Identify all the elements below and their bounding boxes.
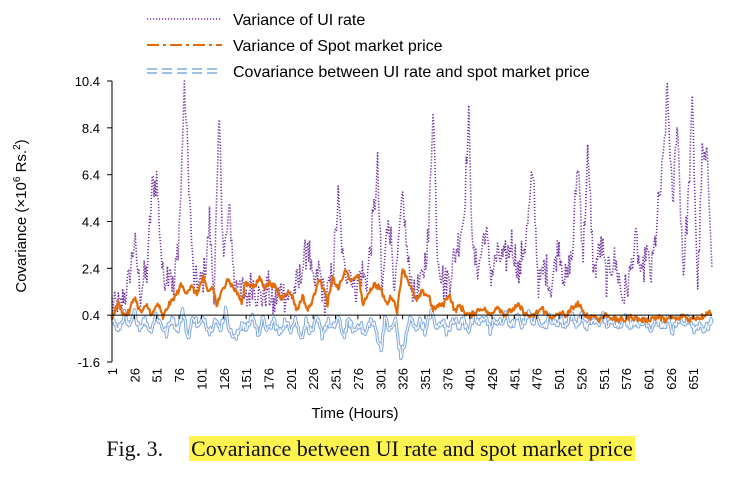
x-tick-label: 76 <box>172 368 187 382</box>
x-tick-label: 176 <box>261 368 276 390</box>
y-axis-title: Covariance (×106 Rs.2) <box>12 139 30 292</box>
x-tick-label: 101 <box>194 368 209 390</box>
x-ticks: 1 26 51 76 101 126 151 176 201 226 251 276 301 326 351… <box>105 315 701 390</box>
x-tick-label: 351 <box>418 368 433 390</box>
series-line-variance-spot-price <box>110 268 713 324</box>
x-axis-title: Time (Hours) <box>312 405 399 422</box>
y-tick-label: 8.4 <box>82 121 100 136</box>
x-tick-label: 51 <box>150 368 165 382</box>
legend-label: Variance of UI rate <box>233 12 365 29</box>
figure-caption-text: Covariance between UI rate and spot mark… <box>189 436 635 461</box>
x-tick-label: 251 <box>329 368 344 390</box>
legend: Variance of UI rate Variance of Spot mark… <box>147 12 590 81</box>
x-tick-label: 326 <box>396 368 411 390</box>
legend-label: Covariance between UI rate and spot mark… <box>233 64 590 81</box>
x-tick-label: 376 <box>440 368 455 390</box>
series-line-variance-ui-rate <box>111 80 713 318</box>
x-tick-label: 501 <box>552 368 567 390</box>
x-tick-label: 26 <box>127 368 142 382</box>
x-tick-label: 301 <box>373 368 388 390</box>
x-tick-label: 601 <box>642 368 657 390</box>
x-tick-label: 476 <box>530 368 545 390</box>
y-tick-label: 10.4 <box>75 74 100 89</box>
y-tick-label: 0.4 <box>82 308 100 323</box>
plot-area <box>110 80 714 361</box>
x-tick-label: 201 <box>284 368 299 390</box>
figure-caption: Fig. 3. Covariance between UI rate and sp… <box>0 436 741 472</box>
y-ticks: -1.6 0.4 2.4 4.4 6.4 8.4 10.4 <box>75 74 112 370</box>
x-tick-label: 1 <box>105 368 120 375</box>
figure-number: Fig. 3. <box>106 436 164 461</box>
x-tick-label: 451 <box>507 368 522 390</box>
x-tick-label: 401 <box>463 368 478 390</box>
x-tick-label: 276 <box>351 368 366 390</box>
y-tick-label: 2.4 <box>82 261 100 276</box>
x-tick-label: 576 <box>619 368 634 390</box>
x-tick-label: 426 <box>485 368 500 390</box>
x-tick-label: 151 <box>239 368 254 390</box>
x-tick-label: 126 <box>217 368 232 390</box>
y-tick-label: -1.6 <box>78 355 100 370</box>
y-tick-label: 6.4 <box>82 168 100 183</box>
chart: Variance of UI rate Variance of Spot mark… <box>12 12 714 422</box>
legend-label: Variance of Spot market price <box>233 38 443 55</box>
x-tick-label: 626 <box>664 368 679 390</box>
x-tick-label: 226 <box>306 368 321 390</box>
y-tick-label: 4.4 <box>82 215 100 230</box>
x-tick-label: 651 <box>686 368 701 390</box>
x-tick-label: 551 <box>597 368 612 390</box>
series-line-covariance-inner <box>111 306 713 360</box>
x-tick-label: 526 <box>574 368 589 390</box>
